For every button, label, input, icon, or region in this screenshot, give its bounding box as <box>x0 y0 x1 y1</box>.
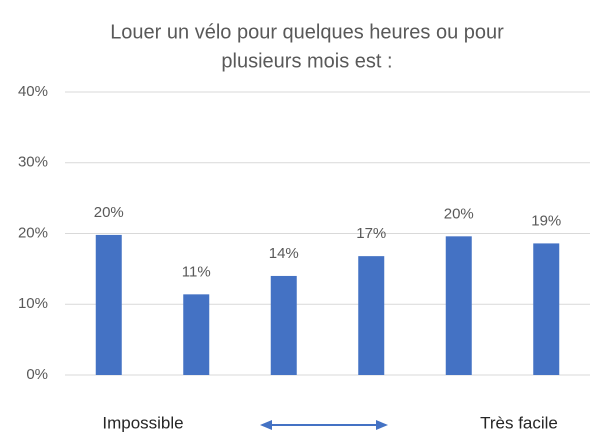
data-label: 19% <box>531 212 561 229</box>
annotation: Impossible <box>102 413 183 432</box>
data-label: 14% <box>269 245 299 262</box>
data-label: 11% <box>182 263 211 280</box>
double-arrow <box>260 420 388 430</box>
bar <box>445 236 472 375</box>
annotation: Très facile <box>480 413 558 432</box>
bar <box>358 256 385 375</box>
bar <box>183 294 210 375</box>
y-tick-label: 0% <box>26 366 48 383</box>
chart-title: plusieurs mois est : <box>221 50 392 72</box>
data-label: 20% <box>94 204 124 221</box>
y-tick-label: 20% <box>18 224 48 241</box>
y-tick-label: 10% <box>18 295 48 312</box>
data-label: 17% <box>356 225 386 242</box>
bar <box>533 243 560 375</box>
y-tick-label: 30% <box>18 154 48 171</box>
y-tick-label: 40% <box>18 83 48 100</box>
data-label: 20% <box>444 205 474 222</box>
bar <box>270 275 297 375</box>
bar <box>95 234 122 375</box>
chart-title: Louer un vélo pour quelques heures ou po… <box>110 21 504 43</box>
